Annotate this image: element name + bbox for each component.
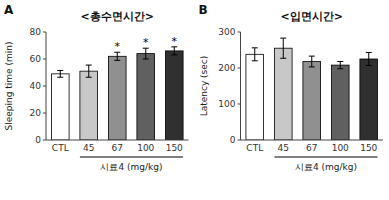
tick-label: 80	[30, 27, 42, 37]
error-cap	[309, 66, 315, 67]
error-cap	[86, 65, 92, 66]
bar	[165, 51, 183, 140]
bar	[80, 71, 98, 140]
bar	[108, 56, 126, 140]
error-cap	[86, 77, 92, 78]
error-cap	[57, 77, 63, 78]
tick-label: 20	[30, 108, 42, 118]
x-axis	[241, 140, 384, 141]
bracket	[274, 157, 377, 158]
error-line	[283, 38, 284, 58]
annotation: *	[115, 40, 121, 53]
tick-label: 100	[218, 99, 235, 109]
error-bar	[143, 48, 149, 59]
title: <총수면시간>	[81, 10, 154, 23]
tick-label: CTL	[246, 143, 263, 153]
error-cap	[280, 58, 286, 59]
bar	[303, 62, 321, 140]
error-bar	[337, 62, 343, 69]
bar	[331, 65, 349, 140]
error-cap	[337, 61, 343, 62]
error-cap	[337, 68, 343, 69]
tick-label: 0	[230, 135, 236, 145]
tick-label: 67	[112, 143, 123, 153]
error-cap	[366, 65, 372, 66]
x-label: 시료4 (mg/kg)	[295, 162, 357, 172]
tick-label: 300	[218, 27, 235, 37]
annotation: *	[143, 36, 149, 49]
tick-label: 150	[166, 143, 183, 153]
error-cap	[366, 52, 372, 53]
tick-label: 45	[83, 143, 94, 153]
error-cap	[57, 70, 63, 71]
tick-label: 100	[332, 143, 349, 153]
title: <입면시간>	[281, 10, 343, 23]
y-axis	[46, 32, 47, 140]
y-axis	[240, 32, 241, 140]
tick-label: 60	[30, 54, 42, 64]
tick-label: 67	[306, 143, 317, 153]
tick-label: 40	[30, 81, 42, 91]
error-line	[145, 48, 146, 59]
error-bar	[57, 70, 63, 77]
error-line	[340, 62, 341, 69]
error-line	[174, 47, 175, 55]
error-cap	[252, 47, 258, 48]
bar	[360, 59, 378, 140]
error-cap	[114, 60, 120, 61]
error-line	[117, 52, 118, 60]
tick-label: 45	[278, 143, 289, 153]
bar	[51, 74, 69, 140]
bars	[246, 38, 378, 140]
error-line	[254, 48, 255, 61]
bar	[274, 48, 292, 140]
tick-label: 100	[137, 143, 154, 153]
error-bar	[366, 53, 372, 66]
tick-label: 200	[218, 63, 235, 73]
annotation: *	[172, 35, 178, 48]
error-bar	[171, 47, 177, 55]
error-bar	[114, 52, 120, 60]
tick-label: 150	[360, 143, 377, 153]
panel: 0 100 200 300 CTL 45 67 100 150시료4 (mg/kg) Latenc…	[199, 3, 384, 172]
error-bar	[86, 65, 92, 77]
panel: 0 20 40 60 80 * * * CTL 45 67 100 150 시료4 (mg/kg) Slee…	[4, 3, 189, 172]
error-line	[60, 70, 61, 77]
error-cap	[252, 60, 258, 61]
y-label: Latency (sec)	[199, 56, 209, 117]
panel-label: A	[4, 3, 14, 17]
chart: 020406080***CTL4567100150시료4 (mg/kg)Slee…	[0, 0, 389, 200]
panel-label: B	[199, 3, 208, 17]
bracket	[80, 157, 183, 158]
tick-label: CTL	[52, 143, 69, 153]
error-cap	[280, 38, 286, 39]
error-line	[88, 65, 89, 77]
tick-label: 0	[35, 135, 41, 145]
error-bar	[309, 56, 315, 67]
error-cap	[309, 56, 315, 57]
x-axis	[46, 140, 189, 141]
error-cap	[171, 54, 177, 55]
error-bar	[280, 38, 286, 58]
error-line	[368, 53, 369, 66]
bar	[137, 54, 155, 140]
bar	[246, 54, 264, 140]
x-label: 시료4 (mg/kg)	[100, 162, 162, 172]
error-cap	[143, 59, 149, 60]
error-bar	[252, 48, 258, 61]
bars	[51, 47, 183, 140]
y-label: Sleeping time (min)	[4, 42, 14, 131]
error-line	[311, 56, 312, 67]
